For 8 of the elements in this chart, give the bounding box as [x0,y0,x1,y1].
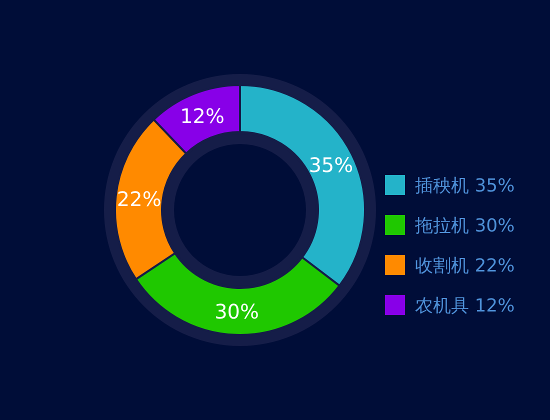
legend-label: 收割机 22% [415,255,515,276]
data-label: 12% [180,104,225,128]
legend-label: 插秧机 35% [415,175,515,196]
legend-label: 农机具 12% [415,295,515,316]
data-label: 30% [214,299,260,324]
data-label: 22% [116,186,162,211]
legend-label: 拖拉机 30% [414,215,515,236]
data-label: 35% [308,152,354,177]
